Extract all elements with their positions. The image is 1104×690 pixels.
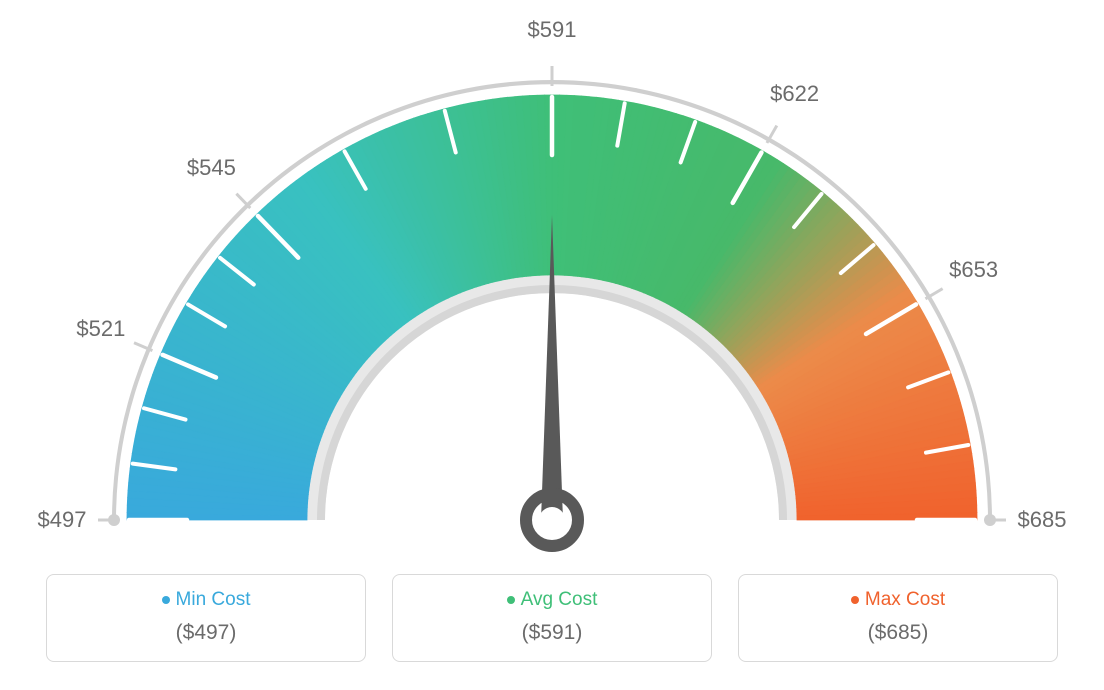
legend-title-avg: Avg Cost <box>403 589 701 611</box>
tick-label: $591 <box>528 17 577 43</box>
cost-gauge-container: $497 $521 $545 $591 $622 $653 $685 Min Cost ($… <box>0 0 1104 690</box>
dot-icon <box>507 596 515 604</box>
legend-title-max: Max Cost <box>749 589 1047 611</box>
legend-title-min: Min Cost <box>57 589 355 611</box>
legend-card-avg: Avg Cost ($591) <box>392 574 712 662</box>
legend-value-avg: ($591) <box>403 621 701 645</box>
tick-label: $497 <box>38 507 87 533</box>
tick-label: $521 <box>76 316 125 342</box>
legend-label: Min Cost <box>176 589 251 610</box>
dot-icon <box>162 596 170 604</box>
tick-label: $545 <box>187 155 236 181</box>
tick-label: $685 <box>1018 507 1067 533</box>
legend-card-max: Max Cost ($685) <box>738 574 1058 662</box>
legend-card-min: Min Cost ($497) <box>46 574 366 662</box>
tick-label: $653 <box>949 257 998 283</box>
legend-value-min: ($497) <box>57 621 355 645</box>
legend-row: Min Cost ($497) Avg Cost ($591) Max Cost… <box>0 574 1104 662</box>
gauge-chart <box>0 0 1104 560</box>
legend-label: Avg Cost <box>521 589 598 610</box>
gauge-area: $497 $521 $545 $591 $622 $653 $685 <box>0 0 1104 560</box>
legend-label: Max Cost <box>865 589 945 610</box>
legend-value-max: ($685) <box>749 621 1047 645</box>
tick-label: $622 <box>770 81 819 107</box>
dot-icon <box>851 596 859 604</box>
